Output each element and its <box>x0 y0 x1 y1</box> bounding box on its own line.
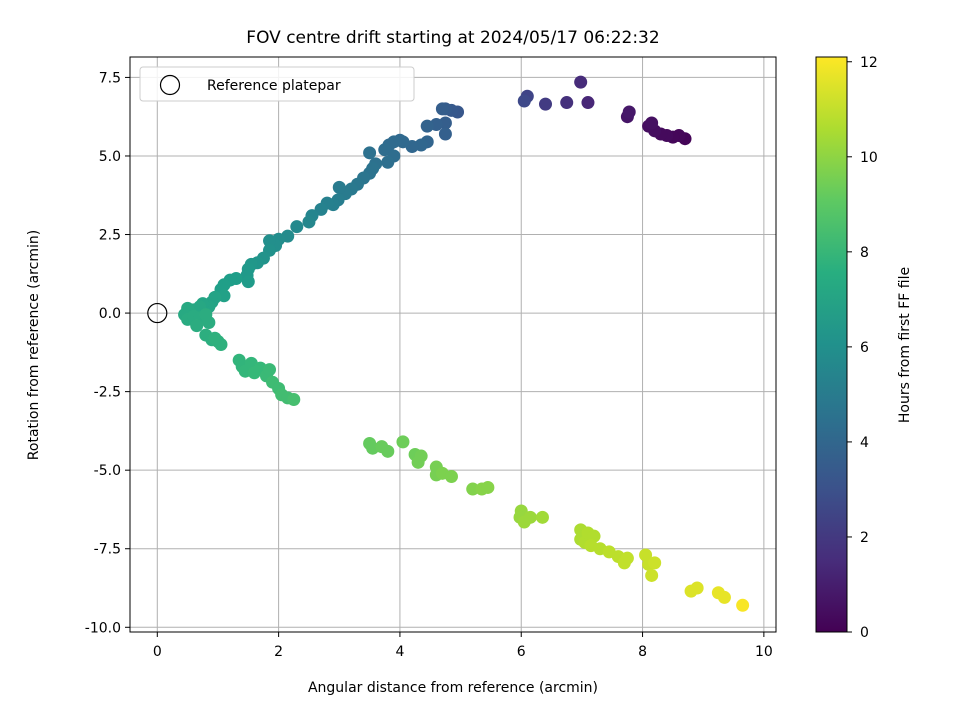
x-tick-label: 10 <box>755 644 773 660</box>
x-tick-label: 8 <box>638 644 647 660</box>
data-point <box>645 568 659 582</box>
data-point <box>202 316 216 330</box>
legend: Reference platepar <box>139 66 415 102</box>
data-point <box>581 96 595 110</box>
data-point <box>523 510 537 524</box>
data-point <box>332 180 346 194</box>
data-point <box>411 455 425 469</box>
legend-box <box>139 66 415 102</box>
y-tick-label: 5.0 <box>99 149 121 165</box>
data-point <box>263 234 277 248</box>
y-tick-label: -2.5 <box>94 385 121 401</box>
legend-label: Reference platepar <box>207 78 341 94</box>
data-point <box>363 146 377 160</box>
y-tick-label: 0.0 <box>99 306 121 322</box>
x-tick-label: 0 <box>153 644 162 660</box>
data-point <box>302 215 316 229</box>
data-point <box>560 96 574 110</box>
colorbar-tick-label: 0 <box>860 625 869 641</box>
data-point <box>539 97 553 111</box>
data-point <box>314 202 328 216</box>
data-point <box>208 331 222 345</box>
colorbar-gradient <box>815 56 848 633</box>
colorbar-tick-label: 10 <box>860 150 878 166</box>
data-point <box>717 590 731 604</box>
data-point <box>645 116 659 130</box>
data-points <box>178 75 750 612</box>
data-point <box>396 435 410 449</box>
x-tick-label: 4 <box>395 644 404 660</box>
y-axis-ticks: -10.0 -7.5 -5.0 -2.5 0.0 2.5 5.0 7.5 <box>85 70 130 636</box>
colorbar-tick-label: 8 <box>860 245 869 261</box>
data-point <box>690 581 704 595</box>
grid-lines <box>130 57 776 632</box>
data-point <box>574 75 588 89</box>
data-point <box>466 482 480 496</box>
colorbar: 0 2 4 6 8 10 12 Hours from first FF file <box>815 55 913 641</box>
colorbar-tick-label: 2 <box>860 530 869 546</box>
colorbar-tick-label: 12 <box>860 55 878 71</box>
data-point <box>378 143 392 157</box>
reference-marker <box>147 302 168 324</box>
data-point <box>381 155 395 169</box>
colorbar-tick-label: 4 <box>860 435 869 451</box>
data-point <box>517 94 531 108</box>
data-point <box>535 510 549 524</box>
x-axis-label: Angular distance from reference (arcmin) <box>308 680 598 696</box>
x-axis-ticks: 0 2 4 6 8 10 <box>153 632 773 660</box>
y-tick-label: -7.5 <box>94 542 121 558</box>
colorbar-ticks: 0 2 4 6 8 10 12 <box>847 55 878 641</box>
colorbar-tick-label: 6 <box>860 340 869 356</box>
y-tick-label: -5.0 <box>94 463 121 479</box>
data-point <box>435 102 449 116</box>
data-point <box>622 105 636 119</box>
data-point <box>263 363 277 377</box>
x-tick-label: 6 <box>517 644 526 660</box>
data-point <box>381 444 395 458</box>
data-point <box>648 556 662 570</box>
data-point <box>736 598 750 612</box>
data-point <box>190 319 204 333</box>
colorbar-label: Hours from first FF file <box>897 267 913 423</box>
y-tick-label: 7.5 <box>99 70 121 86</box>
x-tick-label: 2 <box>274 644 283 660</box>
data-point <box>481 480 495 494</box>
y-tick-label: 2.5 <box>99 228 121 244</box>
data-point <box>420 119 434 133</box>
data-point <box>287 392 301 406</box>
data-point <box>241 275 255 289</box>
plot-area-frame <box>129 56 777 633</box>
data-point <box>444 469 458 483</box>
data-point <box>617 556 631 570</box>
y-axis-label: Rotation from reference (arcmin) <box>26 230 42 460</box>
reference-platepar-marker <box>147 302 168 324</box>
data-point <box>290 220 304 234</box>
data-point <box>438 127 452 141</box>
legend-marker-circle <box>159 74 181 96</box>
y-tick-label: -10.0 <box>85 620 121 636</box>
chart-title: FOV centre drift starting at 2024/05/17 … <box>246 28 659 48</box>
